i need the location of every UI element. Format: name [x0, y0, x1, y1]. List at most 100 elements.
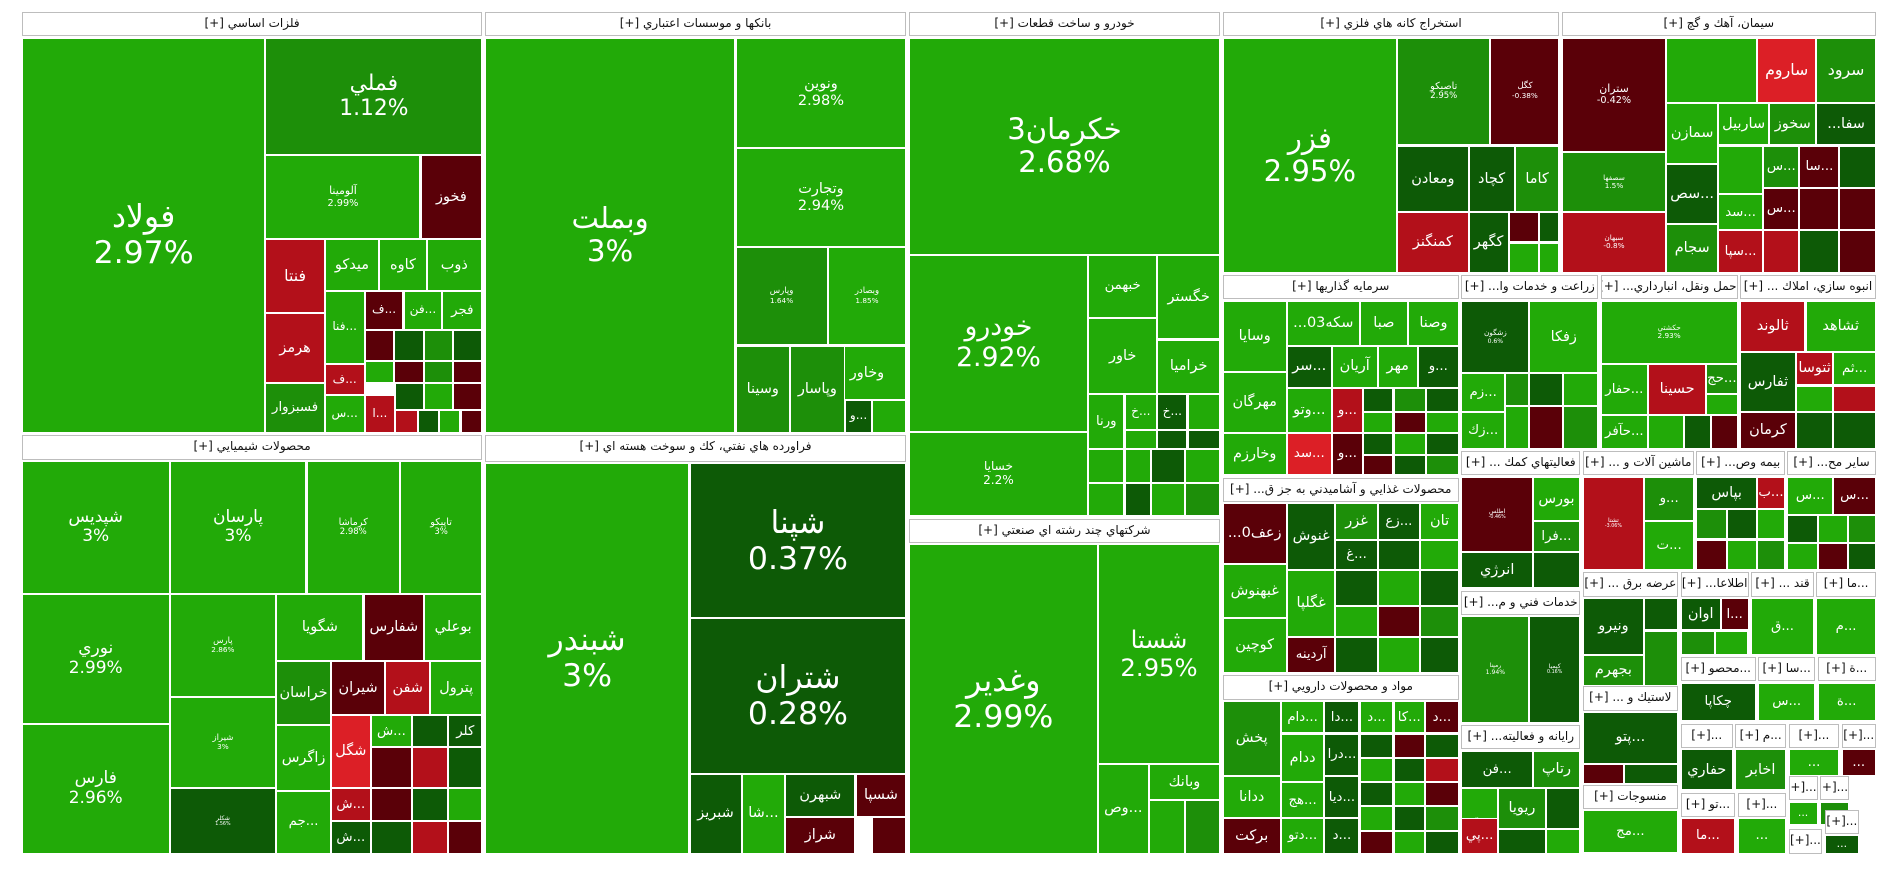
filler-tile[interactable]: [1847, 515, 1876, 544]
stock-tile[interactable]: كمنگنز: [1397, 212, 1469, 273]
filler-tile[interactable]: [1359, 830, 1394, 854]
stock-tile[interactable]: خراسان: [276, 660, 331, 726]
stock-tile[interactable]: فخوز: [420, 155, 483, 239]
stock-tile[interactable]: ...فن: [1461, 750, 1533, 789]
stock-tile[interactable]: ...س: [324, 395, 365, 433]
stock-tile[interactable]: ...ش: [330, 788, 371, 821]
filler-tile[interactable]: [364, 329, 394, 362]
stock-tile[interactable]: شفارس: [363, 594, 425, 661]
sector-header[interactable]: قند ... [+]: [1751, 572, 1814, 597]
stock-tile[interactable]: شپنا 0.37%: [689, 463, 907, 619]
stock-tile[interactable]: ساربيل: [1718, 103, 1770, 146]
filler-tile[interactable]: [1757, 539, 1785, 570]
filler-tile[interactable]: [1335, 636, 1378, 673]
stock-tile[interactable]: پارسان 3%: [169, 460, 307, 595]
filler-tile[interactable]: [370, 746, 412, 789]
filler-tile[interactable]: [1157, 430, 1188, 449]
filler-tile[interactable]: [395, 383, 425, 410]
filler-tile[interactable]: [1839, 230, 1876, 273]
stock-tile[interactable]: شپديس 3%: [21, 460, 170, 595]
stock-tile[interactable]: وسينا: [735, 345, 790, 433]
filler-tile[interactable]: [1363, 412, 1394, 433]
filler-tile[interactable]: [453, 329, 483, 362]
stock-tile[interactable]: ...س: [1763, 187, 1800, 231]
filler-tile[interactable]: [1546, 829, 1581, 854]
filler-tile[interactable]: [1684, 414, 1711, 449]
filler-tile[interactable]: [1425, 830, 1459, 854]
sector-header[interactable]: اطلاعا... [+]: [1680, 572, 1749, 597]
filler-tile[interactable]: [393, 361, 425, 384]
stock-tile[interactable]: ...دا: [1324, 700, 1360, 734]
stock-tile[interactable]: زفكا: [1529, 300, 1599, 374]
stock-tile[interactable]: كاوه: [379, 238, 427, 291]
stock-tile[interactable]: ...و: [1644, 476, 1694, 522]
stock-tile[interactable]: تان: [1420, 503, 1459, 540]
stock-tile[interactable]: ...زم: [1461, 373, 1505, 413]
stock-tile[interactable]: مهرگان: [1222, 372, 1287, 433]
stock-tile[interactable]: رتاپ: [1532, 750, 1581, 789]
filler-tile[interactable]: [1393, 733, 1425, 758]
stock-tile[interactable]: ...وتو: [1286, 388, 1332, 433]
filler-tile[interactable]: [1847, 543, 1876, 570]
stock-tile[interactable]: ثشاهد: [1805, 300, 1876, 352]
filler-tile[interactable]: [395, 409, 418, 433]
stock-tile[interactable]: ...: [1824, 835, 1859, 854]
stock-tile[interactable]: خبهمن: [1088, 254, 1158, 318]
sector-header[interactable]: بيمه وص... [+]: [1696, 451, 1785, 476]
stock-tile[interactable]: ...ة: [1817, 682, 1876, 722]
sector-header[interactable]: سرمايه گذاريها [+]: [1222, 275, 1459, 300]
filler-tile[interactable]: [1497, 829, 1547, 854]
stock-tile[interactable]: وصنا: [1408, 300, 1459, 346]
stock-tile[interactable]: ...: [1788, 853, 1823, 856]
stock-tile[interactable]: زعف0...: [1222, 503, 1287, 564]
stock-tile[interactable]: وتجارت 2.94%: [735, 147, 907, 248]
filler-tile[interactable]: [1425, 806, 1459, 831]
filler-tile[interactable]: [412, 820, 449, 854]
stock-tile[interactable]: غبهنوش: [1222, 563, 1287, 619]
filler-tile[interactable]: [448, 820, 483, 854]
stock-tile[interactable]: وپاسار: [790, 345, 845, 433]
stock-tile[interactable]: كگل -0.38%: [1490, 37, 1560, 146]
sector-header[interactable]: ...[+]: [1680, 723, 1733, 749]
sector-header[interactable]: ...محصو [+]: [1680, 657, 1756, 682]
sector-header[interactable]: استخراج كانه هاي فلزي [+]: [1222, 12, 1560, 37]
stock-tile[interactable]: شفن: [385, 660, 431, 716]
stock-tile[interactable]: ريويا: [1497, 788, 1547, 830]
filler-tile[interactable]: [1151, 482, 1185, 517]
filler-tile[interactable]: [1187, 394, 1221, 431]
filler-tile[interactable]: [412, 788, 449, 821]
sector-header[interactable]: عرضه برق ... [+]: [1582, 572, 1679, 597]
stock-tile[interactable]: كرماشا 2.98%: [306, 460, 400, 595]
filler-tile[interactable]: [460, 409, 483, 433]
stock-tile[interactable]: سخوز: [1769, 103, 1817, 146]
filler-tile[interactable]: [1538, 242, 1560, 273]
filler-tile[interactable]: [1795, 412, 1834, 449]
filler-tile[interactable]: [1833, 385, 1876, 413]
filler-tile[interactable]: [1377, 569, 1421, 607]
stock-tile[interactable]: ...پي: [1461, 818, 1498, 854]
stock-tile[interactable]: نوري 2.99%: [21, 594, 170, 724]
stock-tile[interactable]: خراميا: [1157, 339, 1221, 395]
stock-tile[interactable]: زشگون 0.6%: [1461, 300, 1530, 374]
filler-tile[interactable]: [1532, 551, 1581, 589]
stock-tile[interactable]: ...ف: [364, 291, 404, 330]
stock-tile[interactable]: شگل: [330, 715, 371, 789]
filler-tile[interactable]: [1799, 230, 1840, 273]
stock-tile[interactable]: فارس 2.96%: [21, 723, 170, 854]
stock-tile[interactable]: بجهرم: [1582, 654, 1645, 687]
filler-tile[interactable]: [1644, 597, 1679, 631]
filler-tile[interactable]: [1644, 630, 1679, 687]
stock-tile[interactable]: ...و: [1331, 388, 1364, 433]
filler-tile[interactable]: [1529, 373, 1564, 407]
stock-tile[interactable]: صبا: [1359, 300, 1409, 346]
sector-header[interactable]: ...[+]: [1820, 776, 1850, 801]
sector-header[interactable]: ...[+]: [1788, 829, 1823, 854]
stock-tile[interactable]: ...فن: [403, 291, 443, 330]
filler-tile[interactable]: [370, 820, 412, 854]
filler-tile[interactable]: [1363, 388, 1394, 413]
stock-tile[interactable]: ستران -0.42%: [1561, 37, 1667, 152]
stock-tile[interactable]: ...ا: [364, 395, 395, 433]
stock-tile[interactable]: ...مج: [1582, 809, 1679, 854]
stock-tile[interactable]: كرمان: [1740, 412, 1796, 449]
sector-header[interactable]: ...[+]: [1788, 723, 1840, 749]
